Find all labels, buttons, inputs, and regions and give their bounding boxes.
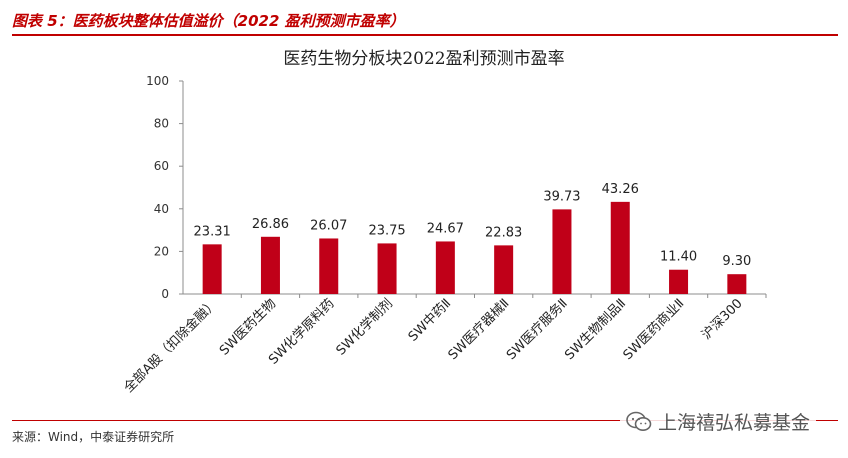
- value-label: 22.83: [485, 225, 522, 240]
- category-label: SW中药Ⅱ: [406, 296, 454, 344]
- figure-caption: 图表 5：医药板块整体估值溢价（2022 盈利预测市盈率）: [12, 12, 405, 30]
- value-label: 9.30: [722, 254, 751, 269]
- value-label: 11.40: [660, 250, 697, 265]
- bar: [552, 209, 572, 294]
- bar: [319, 238, 339, 294]
- category-label: SW生物制品Ⅱ: [562, 296, 629, 363]
- bar-chart: 0 20 40 60 80 100 23.31 全部A股（扣除金融） 26.86 SW医药生物 26…: [121, 74, 767, 396]
- value-label: 39.73: [543, 189, 580, 204]
- category-label: 沪深300: [698, 296, 745, 343]
- category-label: 全部A股（扣除金融）: [121, 296, 221, 396]
- bar: [727, 274, 747, 294]
- value-label: 23.31: [194, 224, 231, 239]
- watermark: 上海禧弘私募基金: [620, 406, 817, 437]
- category-label: SW医药生物: [217, 296, 279, 358]
- y-tick-label: 100: [146, 74, 169, 88]
- figure-header: 图表 5：医药板块整体估值溢价（2022 盈利预测市盈率）: [12, 8, 838, 36]
- footer-divider: [12, 420, 838, 421]
- chart-title: 医药生物分板块2022盈利预测市盈率: [283, 49, 565, 69]
- y-tick-label: 60: [154, 159, 169, 173]
- value-label: 24.67: [427, 221, 464, 236]
- value-label: 26.86: [252, 217, 289, 232]
- watermark-text: 上海禧弘私募基金: [658, 412, 811, 434]
- value-label: 43.26: [602, 182, 639, 197]
- y-tick-label: 20: [154, 244, 169, 258]
- bar: [494, 245, 514, 294]
- bar: [202, 244, 222, 294]
- bar: [260, 236, 280, 294]
- value-label: 23.75: [368, 223, 405, 238]
- wechat-icon: [626, 411, 652, 431]
- y-tick-label: 0: [161, 287, 169, 301]
- bar: [610, 201, 630, 294]
- bar: [669, 269, 689, 294]
- source-note: 来源：Wind，中泰证券研究所: [12, 430, 175, 444]
- bar: [377, 243, 397, 294]
- y-tick-label: 40: [154, 202, 169, 216]
- category-label: SW医疗服务Ⅱ: [503, 296, 571, 364]
- category-label: SW医药商业Ⅱ: [621, 296, 688, 363]
- bar: [435, 241, 455, 294]
- value-label: 26.07: [310, 218, 347, 233]
- category-label: SW化学制剂: [333, 296, 396, 359]
- y-tick-label: 80: [154, 117, 169, 131]
- category-label: SW医疗器械Ⅱ: [446, 296, 513, 363]
